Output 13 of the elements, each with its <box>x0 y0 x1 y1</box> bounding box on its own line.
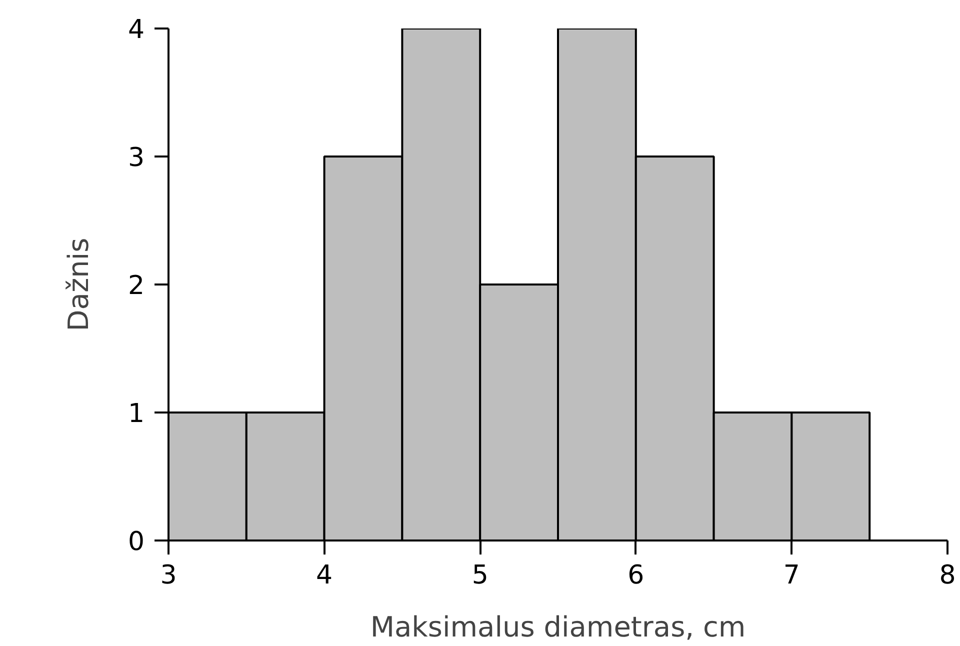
x-tick-label: 3 <box>160 560 177 590</box>
x-tick-label: 7 <box>783 560 800 590</box>
y-tick-label: 1 <box>128 399 145 429</box>
y-tick-label: 3 <box>128 143 145 173</box>
x-tick-label: 5 <box>472 560 488 590</box>
x-tick-label: 4 <box>316 560 333 590</box>
y-tick-label: 0 <box>128 527 145 557</box>
y-tick-label: 4 <box>128 15 145 45</box>
x-axis-title: Maksimalus diametras, cm <box>370 610 746 644</box>
y-axis-title: Dažnis <box>62 238 95 332</box>
x-tick-label: 8 <box>939 560 956 590</box>
x-tick-label: 6 <box>628 560 644 590</box>
y-tick-label: 2 <box>128 271 145 301</box>
